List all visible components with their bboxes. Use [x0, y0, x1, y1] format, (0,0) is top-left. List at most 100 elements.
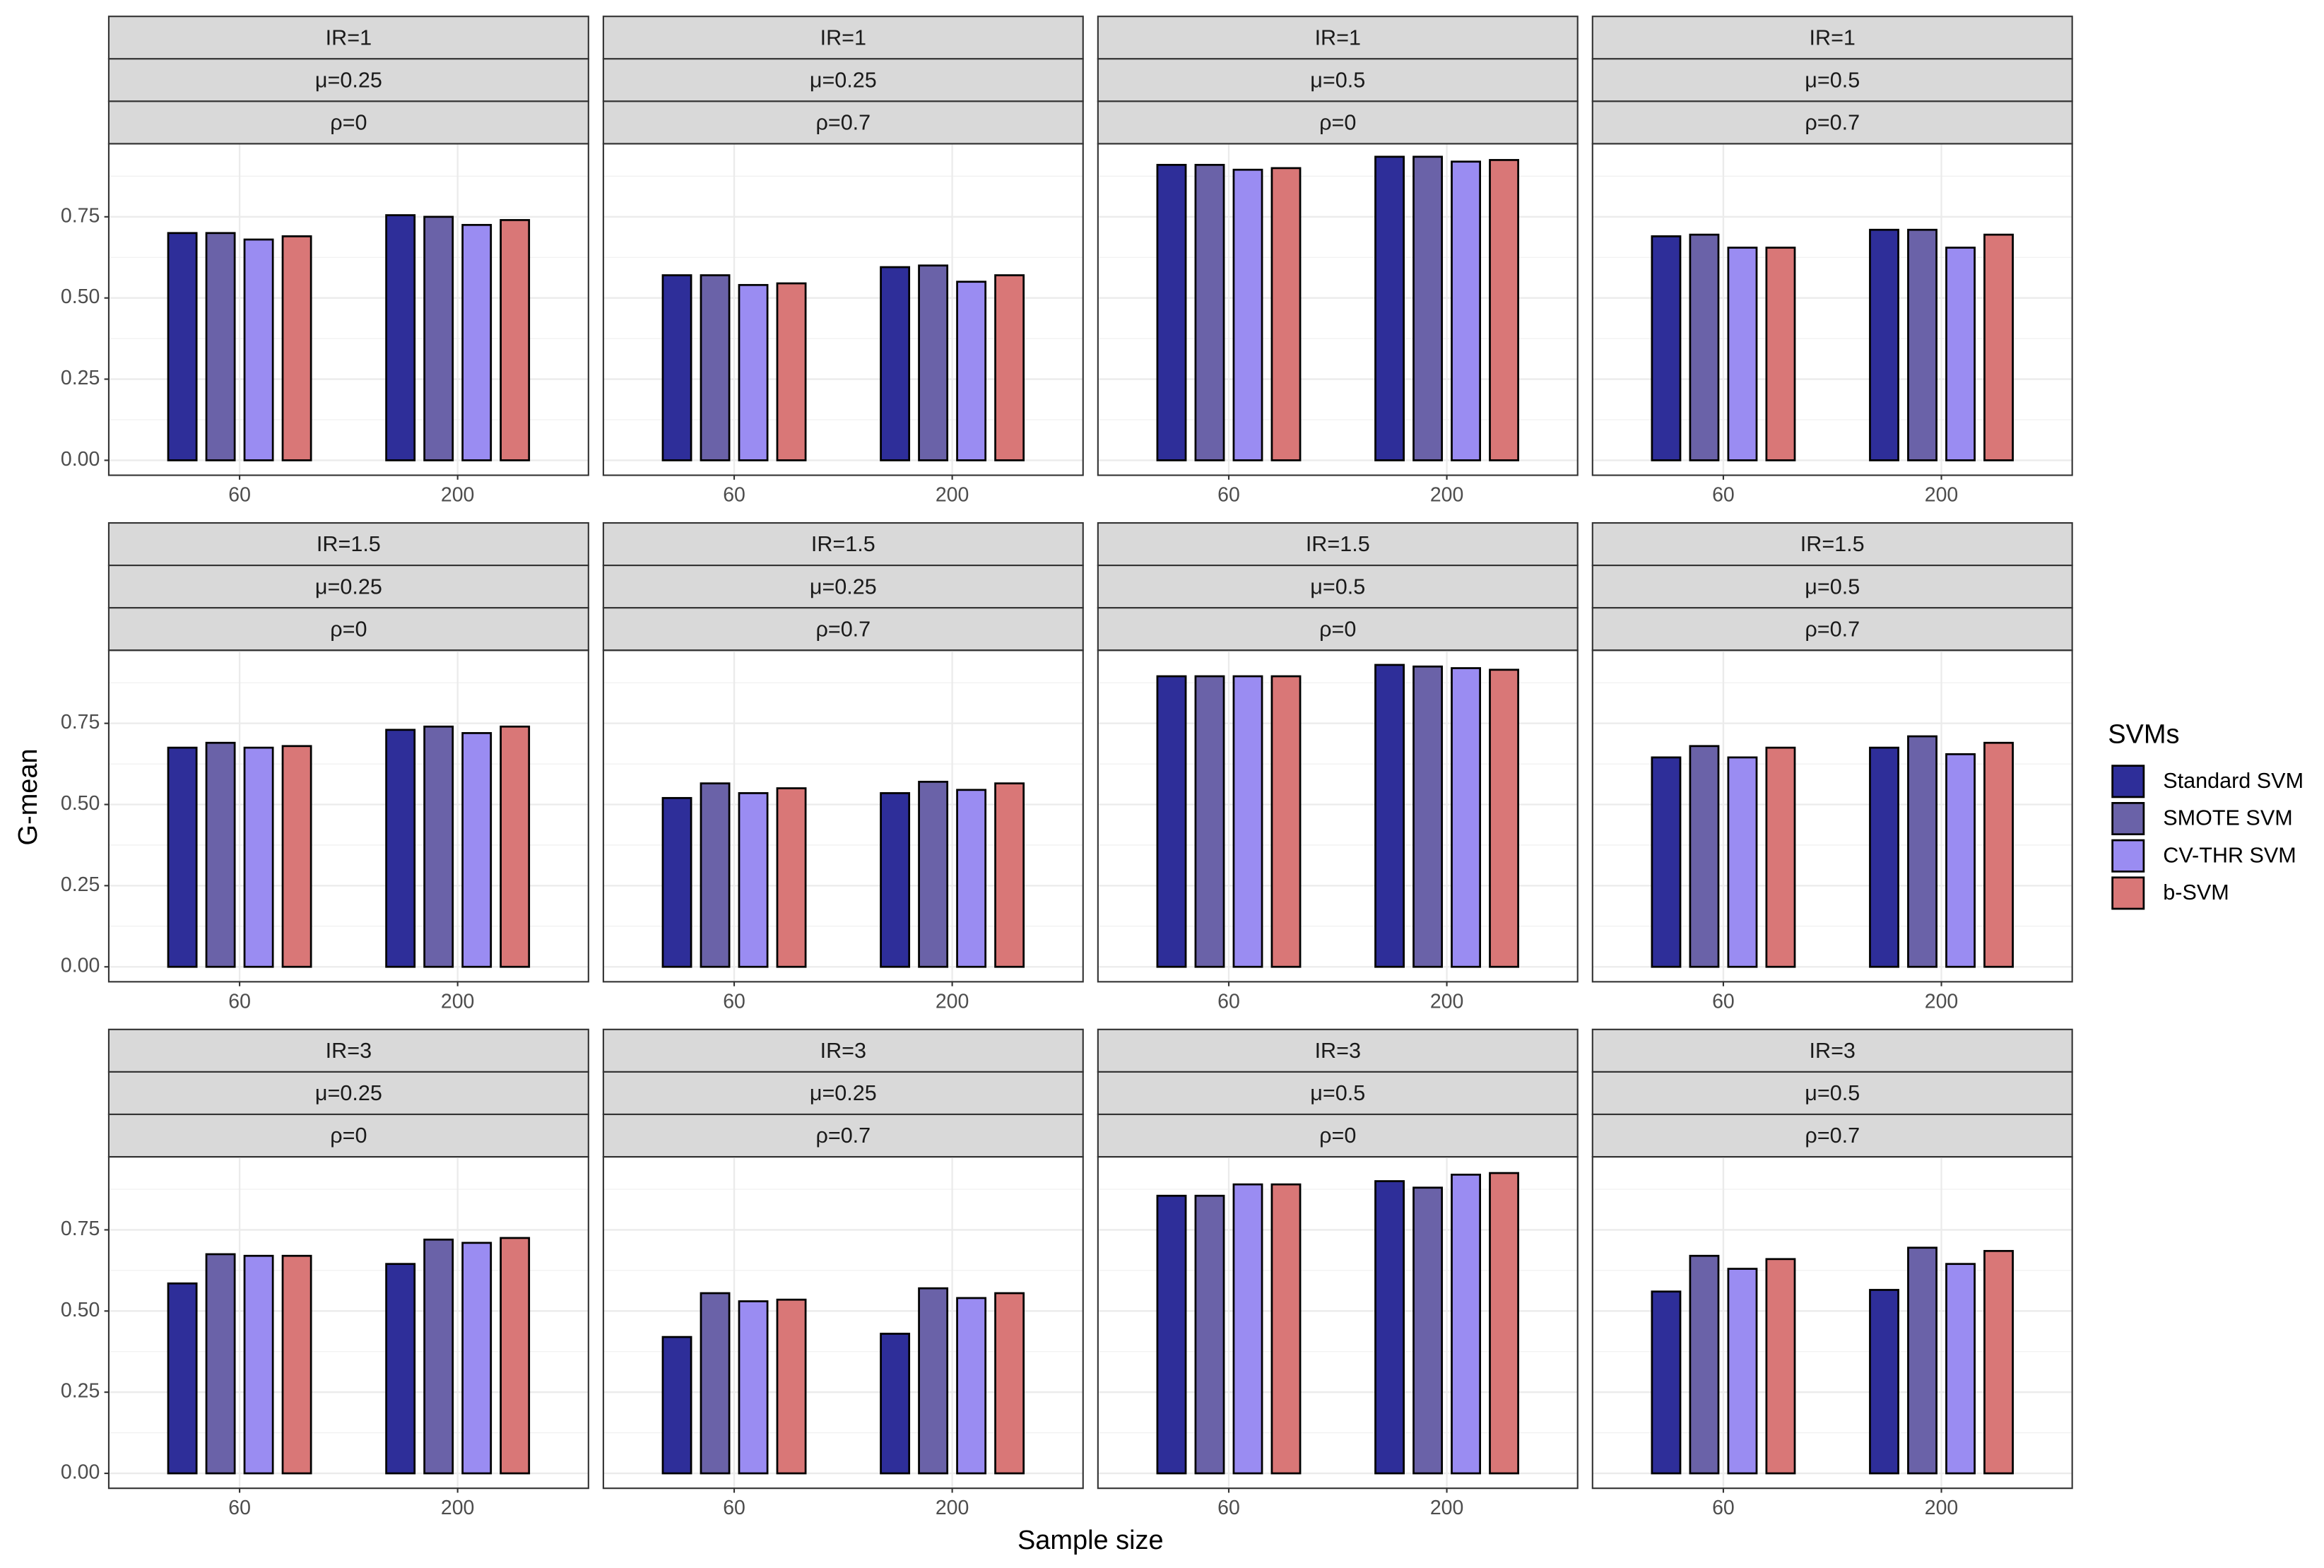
- strip: [1097, 100, 1579, 145]
- bar: [1270, 1183, 1302, 1475]
- strip-label: ρ=0: [330, 617, 367, 641]
- strip-label: IR=1: [1810, 25, 1856, 49]
- strip-label: μ=0.5: [1805, 574, 1860, 599]
- bar: [1156, 675, 1187, 968]
- x-tick-label: 200: [1430, 484, 1463, 507]
- bar: [1451, 1173, 1481, 1475]
- x-tick-label: 200: [936, 1497, 969, 1519]
- bar: [1727, 1268, 1758, 1475]
- bar: [1765, 1258, 1796, 1475]
- legend-label: SMOTE SVM: [2163, 806, 2292, 830]
- x-tick-label: 200: [1925, 1497, 1958, 1519]
- y-tick-label: 0.75: [61, 204, 100, 227]
- strip-label: μ=0.25: [810, 1081, 877, 1105]
- bar: [880, 792, 911, 968]
- y-tick-label: 0.00: [61, 1461, 100, 1484]
- bar: [1374, 1180, 1405, 1475]
- bar: [1451, 160, 1481, 461]
- bar: [1869, 1289, 1899, 1475]
- bar: [385, 1263, 416, 1475]
- strip-label: IR=3: [1315, 1039, 1361, 1063]
- strip: [602, 100, 1084, 145]
- bar: [956, 1297, 987, 1475]
- x-axis-title: Sample size: [1018, 1526, 1164, 1555]
- y-tick-label: 0.75: [61, 1218, 100, 1240]
- legend-label: b-SVM: [2163, 880, 2229, 904]
- bar: [243, 746, 274, 968]
- strip-label: μ=0.25: [810, 574, 877, 599]
- strip-label: μ=0.25: [315, 574, 382, 599]
- x-tick-label: 60: [228, 990, 251, 1013]
- bar: [1869, 746, 1899, 968]
- bar: [1907, 735, 1937, 968]
- bar: [994, 274, 1025, 461]
- strip-label: IR=3: [820, 1039, 866, 1063]
- strip-label: μ=0.5: [1805, 1081, 1860, 1105]
- strip-label: ρ=0: [1319, 1124, 1356, 1148]
- panel-border: [1591, 143, 2073, 476]
- bar: [1689, 1254, 1720, 1475]
- bar: [385, 729, 416, 968]
- y-tick-label: 0.25: [61, 367, 100, 389]
- strip-label: ρ=0.7: [815, 111, 871, 135]
- bar: [385, 214, 416, 461]
- strip-label: ρ=0: [1319, 617, 1356, 641]
- x-tick-label: 60: [1712, 1497, 1735, 1519]
- panel-border: [1591, 1156, 2073, 1490]
- bar: [1270, 675, 1302, 968]
- bar: [661, 1336, 692, 1475]
- bar: [700, 1292, 731, 1475]
- strip-label: IR=1: [326, 25, 372, 49]
- legend-label: Standard SVM: [2163, 769, 2304, 793]
- bar: [738, 283, 769, 461]
- y-tick-label: 0.00: [61, 955, 100, 977]
- bar: [1651, 235, 1682, 461]
- bar: [243, 1254, 274, 1475]
- bar: [500, 725, 531, 968]
- x-tick-label: 200: [441, 1497, 474, 1519]
- bar: [500, 1237, 531, 1475]
- bar: [167, 1282, 198, 1475]
- panel-border: [1097, 143, 1579, 476]
- bar: [1412, 155, 1443, 461]
- bar: [281, 1254, 312, 1475]
- legend-label: CV-THR SVM: [2163, 843, 2296, 867]
- y-tick-label: 0.25: [61, 873, 100, 896]
- x-tick-label: 60: [1217, 484, 1240, 507]
- bar: [1727, 756, 1758, 968]
- strip-label: μ=0.5: [1310, 69, 1365, 93]
- bar: [1156, 1194, 1187, 1475]
- strip-label: μ=0.5: [1310, 574, 1365, 599]
- strip-label: μ=0.25: [315, 69, 382, 93]
- panel-border: [107, 649, 589, 983]
- legend-key: [2111, 801, 2145, 836]
- bar: [880, 266, 911, 461]
- bar: [1489, 1172, 1519, 1475]
- panel-border: [602, 649, 1084, 983]
- bar: [1689, 233, 1720, 461]
- bar: [1945, 1263, 1976, 1475]
- bar: [205, 1253, 236, 1475]
- x-tick-label: 200: [1925, 484, 1958, 507]
- strip: [1591, 58, 2073, 102]
- strip-label: ρ=0: [1319, 111, 1356, 135]
- strip: [107, 16, 589, 60]
- strip-label: IR=1.5: [811, 532, 875, 556]
- bar: [423, 725, 454, 968]
- bar: [661, 274, 692, 461]
- bar: [1983, 1249, 2014, 1475]
- bar: [776, 282, 807, 461]
- strip: [602, 1113, 1084, 1158]
- bar: [1765, 247, 1796, 461]
- bar: [661, 796, 692, 968]
- panel-border: [1097, 649, 1579, 983]
- bar: [700, 274, 731, 461]
- strip-label: μ=0.25: [315, 1081, 382, 1105]
- strip: [602, 1071, 1084, 1116]
- strip: [1591, 521, 2073, 567]
- x-tick-label: 200: [1430, 1497, 1463, 1519]
- bar: [1270, 167, 1302, 461]
- strip: [107, 521, 589, 567]
- bar: [167, 232, 198, 461]
- bar: [461, 732, 492, 968]
